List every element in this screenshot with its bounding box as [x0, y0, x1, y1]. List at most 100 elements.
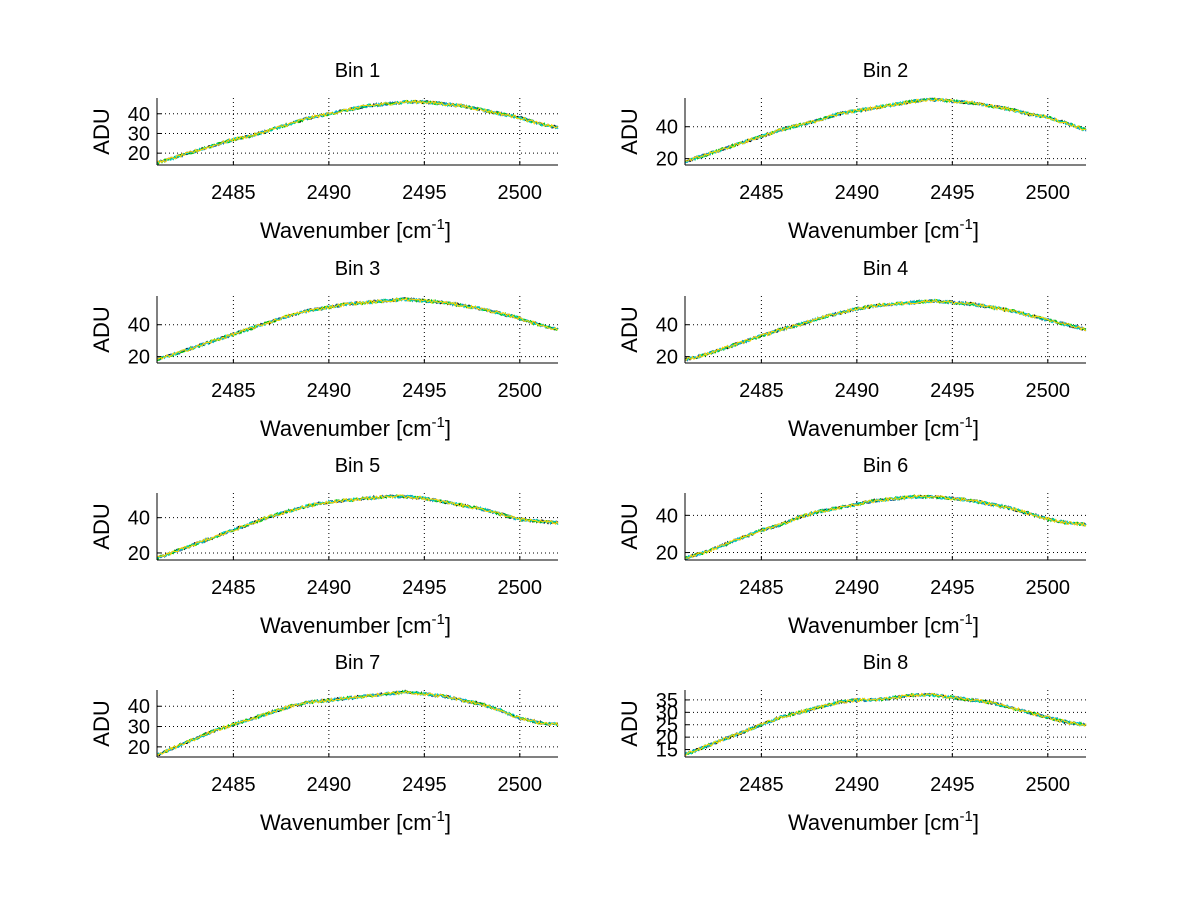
- y-tick-label: 30: [128, 717, 150, 739]
- y-tick-label: 40: [128, 508, 150, 530]
- series-line: [684, 494, 1087, 560]
- x-axis-label-main: Wavenumber [cm: [788, 613, 960, 638]
- y-tick-label: 40: [656, 117, 678, 139]
- x-axis-label-main: Wavenumber [cm: [788, 810, 960, 835]
- x-tick-label: 2495: [930, 774, 975, 796]
- x-axis-label: Wavenumber [cm-1]: [788, 611, 979, 638]
- series-line: [156, 494, 559, 558]
- x-tick-label: 2500: [498, 577, 543, 599]
- x-tick-label: 2500: [1026, 380, 1071, 402]
- series-line: [156, 99, 559, 164]
- x-axis-label-superscript: -1: [432, 808, 445, 825]
- x-axis-label-main: Wavenumber [cm: [260, 810, 432, 835]
- y-tick-label: 40: [128, 104, 150, 126]
- series-line: [156, 99, 559, 165]
- x-tick-label: 2490: [307, 577, 352, 599]
- x-tick-label: 2490: [835, 182, 880, 204]
- y-tick-label: 20: [656, 543, 678, 565]
- series-line: [684, 495, 1087, 561]
- x-axis-label-main: Wavenumber [cm: [788, 416, 960, 441]
- y-tick-label: 40: [656, 315, 678, 337]
- subplot-title: Bin 5: [335, 455, 381, 477]
- x-axis-label: Wavenumber [cm-1]: [260, 216, 451, 243]
- y-tick-label: 20: [656, 727, 678, 749]
- y-tick-label: 20: [656, 347, 678, 369]
- subplot-title: Bin 1: [335, 60, 381, 82]
- series-line: [684, 97, 1087, 164]
- y-tick-label: 20: [128, 543, 150, 565]
- x-axis-label-superscript: -1: [960, 414, 973, 431]
- x-axis-label: Wavenumber [cm-1]: [260, 611, 451, 638]
- x-axis-label-close: ]: [973, 218, 979, 243]
- y-tick-label: 35: [656, 690, 678, 712]
- series-line: [684, 299, 1087, 361]
- x-tick-label: 2485: [739, 577, 784, 599]
- series-line: [156, 99, 559, 164]
- y-tick-label: 40: [656, 505, 678, 527]
- y-tick-label: 20: [128, 737, 150, 759]
- subplot-title: Bin 7: [335, 652, 381, 674]
- x-axis-label-close: ]: [973, 613, 979, 638]
- y-tick-label: 20: [656, 149, 678, 171]
- x-tick-label: 2485: [739, 774, 784, 796]
- series-line: [684, 692, 1087, 755]
- x-tick-label: 2495: [930, 380, 975, 402]
- subplot-bin-3: Bin 3 2485 2490 2495 2500 20 40 ADU Wavenumber […: [89, 258, 559, 441]
- series-line: [156, 297, 559, 361]
- y-tick-label: 15: [656, 740, 678, 762]
- x-axis-label-superscript: -1: [432, 611, 445, 628]
- x-axis-label-superscript: -1: [432, 414, 445, 431]
- x-axis-label-close: ]: [445, 810, 451, 835]
- x-axis-label: Wavenumber [cm-1]: [788, 414, 979, 441]
- x-axis-label: Wavenumber [cm-1]: [788, 216, 979, 243]
- subplot-title: Bin 4: [863, 258, 909, 280]
- x-axis-label-superscript: -1: [432, 216, 445, 233]
- subplot-bin-4: Bin 4 2485 2490 2495 2500 20 40 ADU Wavenumber […: [617, 258, 1087, 441]
- series-line: [156, 297, 559, 361]
- x-tick-label: 2500: [1026, 774, 1071, 796]
- x-tick-label: 2490: [835, 774, 880, 796]
- x-axis-label: Wavenumber [cm-1]: [260, 808, 451, 835]
- y-axis-label: ADU: [617, 700, 642, 746]
- series-line: [684, 299, 1087, 362]
- x-tick-label: 2495: [402, 774, 447, 796]
- x-tick-label: 2495: [930, 577, 975, 599]
- y-axis-label: ADU: [617, 306, 642, 352]
- subplot-title: Bin 3: [335, 258, 381, 280]
- series-line: [684, 299, 1087, 362]
- y-tick-label: 30: [128, 123, 150, 145]
- x-axis-label-main: Wavenumber [cm: [260, 613, 432, 638]
- series-line: [156, 494, 559, 560]
- x-tick-label: 2500: [498, 774, 543, 796]
- y-axis-label: ADU: [89, 108, 114, 154]
- x-axis-label-main: Wavenumber [cm: [788, 218, 960, 243]
- x-tick-label: 2500: [1026, 182, 1071, 204]
- y-axis-label: ADU: [617, 503, 642, 549]
- y-tick-label: 40: [128, 315, 150, 337]
- x-tick-label: 2490: [307, 182, 352, 204]
- x-tick-label: 2490: [835, 577, 880, 599]
- y-axis-label: ADU: [617, 108, 642, 154]
- series-line: [684, 298, 1087, 361]
- x-tick-label: 2485: [739, 182, 784, 204]
- series-line: [684, 692, 1087, 755]
- x-tick-label: 2500: [498, 380, 543, 402]
- subplot-title: Bin 2: [863, 60, 909, 82]
- x-tick-label: 2490: [835, 380, 880, 402]
- series-line: [684, 97, 1087, 162]
- y-axis-label: ADU: [89, 306, 114, 352]
- series-line: [684, 692, 1087, 757]
- x-tick-label: 2485: [739, 380, 784, 402]
- x-axis-label-close: ]: [445, 416, 451, 441]
- y-tick-label: 20: [128, 143, 150, 165]
- series-line: [684, 97, 1087, 163]
- series-line: [684, 494, 1087, 560]
- y-axis-label: ADU: [89, 700, 114, 746]
- series-line: [156, 296, 558, 361]
- series-line: [156, 689, 559, 757]
- series-line: [156, 99, 559, 166]
- x-axis-label-main: Wavenumber [cm: [260, 416, 432, 441]
